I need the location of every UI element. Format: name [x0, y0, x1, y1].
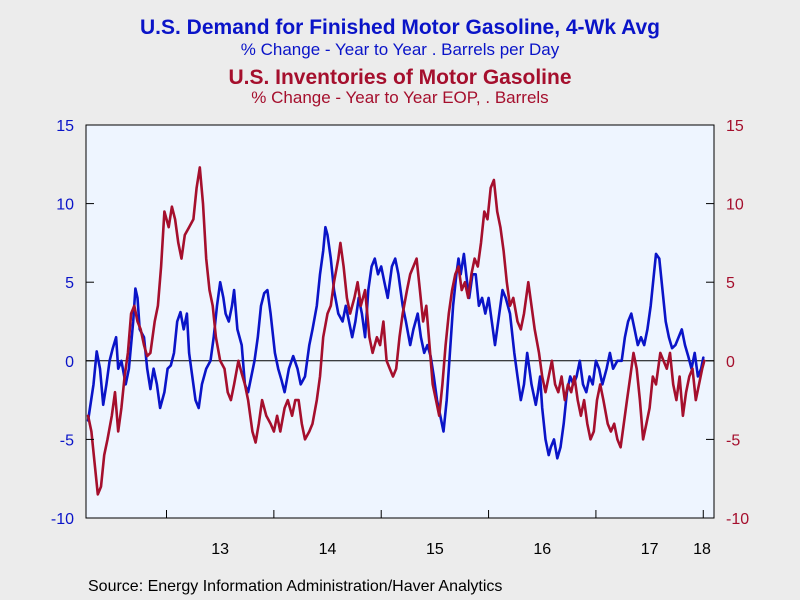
x-tick-label: 14 [319, 541, 337, 558]
y-right-tick-label: -10 [726, 511, 749, 528]
inventory-subtitle: % Change - Year to Year EOP, . Barrels [251, 88, 549, 107]
plot-area [86, 125, 714, 518]
y-left-tick-label: 5 [65, 275, 74, 292]
x-tick-label: 17 [641, 541, 659, 558]
demand-series-line [86, 225, 705, 460]
y-left-tick-label: -5 [60, 432, 74, 449]
plot-frame [85, 124, 715, 519]
demand-subtitle: % Change - Year to Year . Barrels per Da… [240, 40, 560, 59]
x-tick-label: 16 [533, 541, 551, 558]
x-tick-label: 13 [211, 541, 229, 558]
inventory-series-line [86, 166, 706, 496]
inventory-title: U.S. Inventories of Motor Gasoline [228, 66, 572, 89]
y-right-tick-label: -5 [726, 432, 740, 449]
demand-title: U.S. Demand for Finished Motor Gasoline,… [140, 16, 660, 39]
y-right-tick-label: 10 [726, 197, 744, 214]
y-left-tick-label: 0 [65, 354, 74, 371]
x-tick-label: 15 [426, 541, 444, 558]
series-layer [86, 166, 706, 496]
x-tick-label: 18 [693, 541, 711, 558]
y-right-tick-label: 0 [726, 354, 735, 371]
y-left-tick-label: 15 [56, 118, 74, 135]
y-right-tick-label: 5 [726, 275, 735, 292]
y-left-tick-label: -10 [51, 511, 74, 528]
y-left-tick-label: 10 [56, 197, 74, 214]
axis-labels: -10 -5 0 5 10 15 -10 -5 0 5 10 15 13 14 15 16 17 18 [51, 118, 749, 558]
y-right-tick-label: 15 [726, 118, 744, 135]
source-note: Source: Energy Information Administratio… [88, 578, 503, 595]
